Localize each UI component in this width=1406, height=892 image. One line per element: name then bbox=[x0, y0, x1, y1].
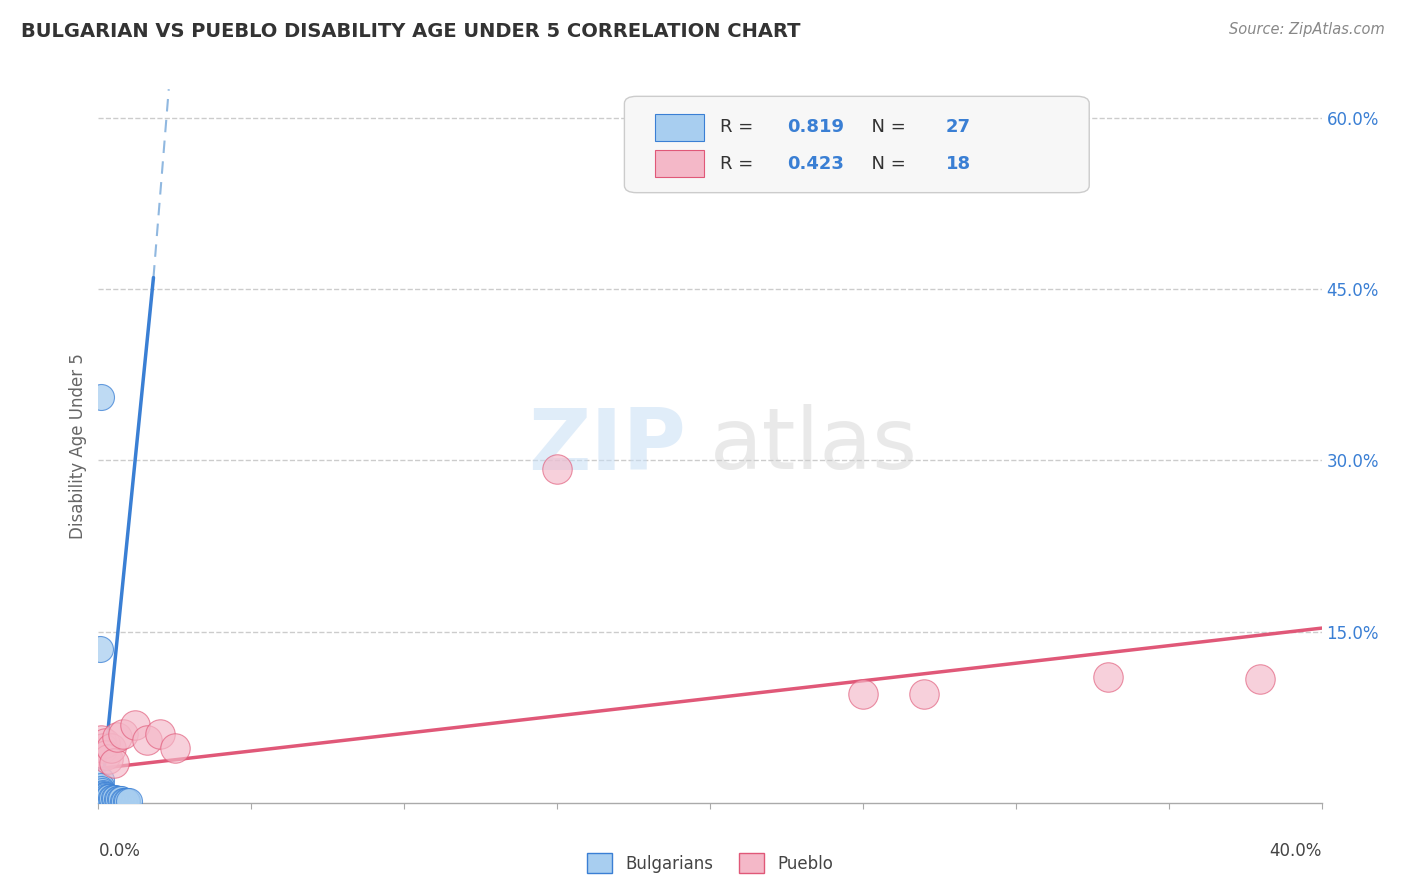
Legend: Bulgarians, Pueblo: Bulgarians, Pueblo bbox=[581, 847, 839, 880]
Point bbox=[90, 391, 112, 405]
Point bbox=[103, 756, 125, 770]
FancyBboxPatch shape bbox=[655, 114, 704, 141]
Point bbox=[105, 730, 128, 744]
Point bbox=[104, 791, 127, 805]
Point bbox=[110, 792, 132, 806]
Point bbox=[111, 793, 134, 807]
Point bbox=[100, 791, 122, 805]
Point bbox=[91, 741, 114, 756]
Y-axis label: Disability Age Under 5: Disability Age Under 5 bbox=[69, 353, 87, 539]
Point bbox=[124, 718, 146, 732]
Point bbox=[90, 733, 112, 747]
Text: 18: 18 bbox=[946, 155, 972, 173]
Point bbox=[91, 784, 114, 798]
Point bbox=[1097, 670, 1119, 684]
Point bbox=[118, 793, 141, 807]
Text: 0.0%: 0.0% bbox=[98, 842, 141, 860]
Text: Source: ZipAtlas.com: Source: ZipAtlas.com bbox=[1229, 22, 1385, 37]
Point bbox=[103, 791, 125, 805]
Text: N =: N = bbox=[860, 155, 912, 173]
Point bbox=[100, 741, 122, 756]
Point bbox=[98, 790, 121, 805]
Text: 0.423: 0.423 bbox=[787, 155, 844, 173]
Point bbox=[91, 787, 114, 801]
Point bbox=[101, 791, 124, 805]
Point bbox=[90, 779, 112, 793]
Point bbox=[912, 687, 935, 701]
Point bbox=[89, 641, 111, 656]
Point bbox=[149, 727, 172, 741]
Point bbox=[117, 793, 139, 807]
Point bbox=[94, 789, 117, 803]
FancyBboxPatch shape bbox=[655, 150, 704, 177]
Point bbox=[94, 747, 117, 762]
Point bbox=[108, 792, 131, 806]
Text: R =: R = bbox=[720, 118, 759, 136]
Point bbox=[91, 785, 114, 799]
Text: R =: R = bbox=[720, 155, 759, 173]
Point bbox=[97, 752, 120, 766]
Point bbox=[97, 790, 120, 805]
Point bbox=[105, 792, 128, 806]
Text: ZIP: ZIP bbox=[527, 404, 686, 488]
Point bbox=[546, 462, 568, 476]
Point bbox=[90, 782, 112, 797]
Point bbox=[112, 793, 135, 807]
Text: 27: 27 bbox=[946, 118, 972, 136]
Text: BULGARIAN VS PUEBLO DISABILITY AGE UNDER 5 CORRELATION CHART: BULGARIAN VS PUEBLO DISABILITY AGE UNDER… bbox=[21, 22, 800, 41]
Text: atlas: atlas bbox=[710, 404, 918, 488]
Text: 40.0%: 40.0% bbox=[1270, 842, 1322, 860]
Point bbox=[93, 788, 115, 802]
Point bbox=[163, 741, 186, 756]
Point bbox=[107, 792, 129, 806]
Point bbox=[111, 727, 134, 741]
Point bbox=[93, 736, 115, 750]
Point bbox=[93, 788, 115, 802]
Point bbox=[136, 733, 159, 747]
Point bbox=[90, 772, 112, 787]
Text: N =: N = bbox=[860, 118, 912, 136]
Point bbox=[115, 793, 138, 807]
FancyBboxPatch shape bbox=[624, 96, 1090, 193]
Point bbox=[852, 687, 875, 701]
Text: 0.819: 0.819 bbox=[787, 118, 844, 136]
Point bbox=[94, 790, 117, 805]
Point bbox=[1249, 673, 1271, 687]
